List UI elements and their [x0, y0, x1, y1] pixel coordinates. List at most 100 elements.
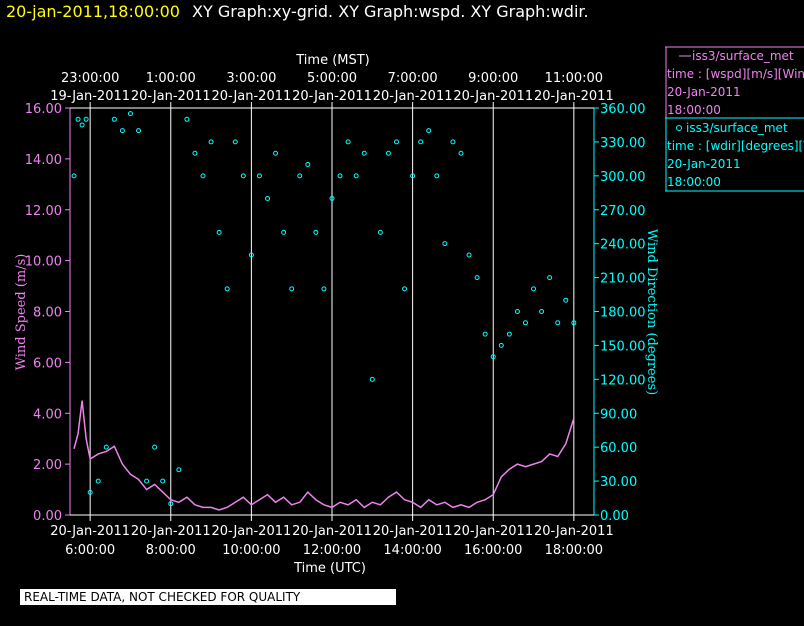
wdir-point [83, 116, 89, 122]
x-bottom-tick-time: 8:00:00 [146, 543, 196, 558]
wdir-point [369, 376, 375, 382]
x-bottom-axis-label: Time (UTC) [293, 561, 366, 576]
x-top-tick-date: 20-Jan-2011 [292, 89, 372, 104]
wdir-point [490, 354, 496, 360]
x-bottom-tick-time: 16:00:00 [464, 543, 522, 558]
wind-speed-series [73, 400, 575, 511]
x-bottom-tick-time: 12:00:00 [303, 543, 361, 558]
y-left-tick-label: 16.00 [25, 102, 62, 117]
wdir-point [514, 309, 520, 314]
wdir-point [75, 116, 81, 122]
y-right-tick-label: 360.00 [600, 102, 646, 117]
wdir-point [281, 229, 287, 235]
x-bottom-tick-time: 18:00:00 [545, 543, 603, 558]
wdir-point [184, 116, 190, 122]
wdir-point [506, 331, 512, 337]
header-timestamp: 20-jan-2011,18:00:00 [6, 2, 180, 21]
x-top-tick-time: 5:00:00 [307, 71, 357, 86]
wdir-point [402, 286, 408, 292]
x-bottom-tick-date: 20-Jan-2011 [534, 524, 614, 539]
wdir-point [192, 150, 198, 156]
y-right-axis-label: Wind Direction (degrees) [644, 229, 659, 395]
wdir-point [555, 320, 561, 326]
wdir-point [329, 195, 335, 201]
wdir-point [256, 173, 262, 179]
wdir-point [498, 342, 504, 348]
x-top-axis-label: Time (MST) [295, 53, 370, 68]
y-left-tick-label: 4.00 [33, 407, 62, 422]
wdir-point [377, 229, 383, 235]
wdir-point [273, 150, 279, 156]
wdir-point [248, 252, 254, 258]
x-bottom-tick-date: 20-Jan-2011 [292, 524, 372, 539]
wdir-point [87, 489, 93, 495]
wdir-point [385, 150, 391, 156]
x-top-tick-time: 9:00:00 [468, 71, 518, 86]
wdir-point [410, 173, 416, 179]
legend-series1-date: 20-Jan-2011 [667, 85, 741, 99]
y-left-tick-label: 14.00 [25, 153, 62, 168]
wdir-point [136, 128, 142, 134]
y-left-tick-label: 2.00 [33, 458, 62, 473]
x-top-tick-time: 1:00:00 [146, 71, 196, 86]
legend-series2-time: 18:00:00 [667, 175, 721, 189]
x-top-tick-date: 20-Jan-2011 [453, 89, 533, 104]
wdir-point [458, 150, 464, 156]
y-right-tick-label: 240.00 [600, 238, 646, 253]
y-right-tick-label: 120.00 [600, 373, 646, 388]
y-right-tick-label: 180.00 [600, 306, 646, 321]
wdir-point [539, 309, 545, 314]
y-left-tick-label: 10.00 [25, 255, 62, 270]
wdir-point [200, 173, 206, 179]
wdir-point [95, 478, 101, 484]
wdir-point [168, 501, 174, 507]
wdir-point [216, 229, 222, 235]
wspd-line [73, 400, 575, 511]
x-top-tick-date: 20-Jan-2011 [373, 89, 453, 104]
y-left-tick-label: 12.00 [25, 204, 62, 219]
y-right-tick-label: 300.00 [600, 170, 646, 185]
y-right-tick-label: 90.00 [600, 407, 637, 422]
legend-series2-name: iss3/surface_met [686, 121, 788, 135]
legend-frame [665, 46, 804, 192]
wdir-point [119, 128, 125, 134]
y-right-tick-label: 270.00 [600, 204, 646, 219]
x-bottom-tick-date: 20-Jan-2011 [373, 524, 453, 539]
x-top-tick-date: 20-Jan-2011 [534, 89, 614, 104]
wdir-point [563, 297, 569, 303]
wdir-point [103, 444, 109, 450]
y-left-axis-label: Wind Speed (m/s) [14, 254, 29, 371]
legend-series2-date: 20-Jan-2011 [667, 157, 741, 171]
x-bottom-tick-time: 6:00:00 [65, 543, 115, 558]
wdir-point [144, 478, 150, 484]
wdir-point [321, 286, 327, 292]
wdir-point [522, 320, 528, 326]
axes [65, 102, 599, 521]
wdir-point [127, 111, 133, 117]
x-bottom-tick-date: 20-Jan-2011 [211, 524, 291, 539]
y-right-tick-label: 150.00 [600, 339, 646, 354]
y-right-tick-label: 210.00 [600, 272, 646, 287]
legend-circle-marker [676, 125, 682, 131]
wdir-point [345, 139, 351, 145]
quality-warning-banner: REAL-TIME DATA, NOT CHECKED FOR QUALITY [20, 589, 396, 605]
wdir-point [353, 173, 359, 179]
x-bottom-tick-date: 20-Jan-2011 [131, 524, 211, 539]
y-right-tick-label: 330.00 [600, 136, 646, 151]
tick-labels: 20-Jan-2011 6:00:00 20-Jan-2011 8:00:00 20-J… [25, 71, 646, 558]
legend-series1-name: iss3/surface_met [692, 49, 794, 63]
y-right-tick-label: 0.00 [600, 509, 629, 524]
wdir-point [442, 241, 448, 247]
x-top-tick-time: 3:00:00 [226, 71, 276, 86]
wdir-point [361, 150, 367, 156]
wind-direction-series [71, 111, 577, 507]
wdir-point [482, 331, 488, 337]
legend-series2-desc: time : [wdir][degrees][V [667, 139, 804, 153]
wdir-point [571, 320, 577, 326]
wdir-point [450, 139, 456, 145]
wdir-point [160, 478, 166, 484]
wdir-point [547, 275, 553, 281]
wdir-point [208, 139, 214, 145]
wdir-point [232, 139, 238, 145]
wdir-point [531, 286, 537, 292]
